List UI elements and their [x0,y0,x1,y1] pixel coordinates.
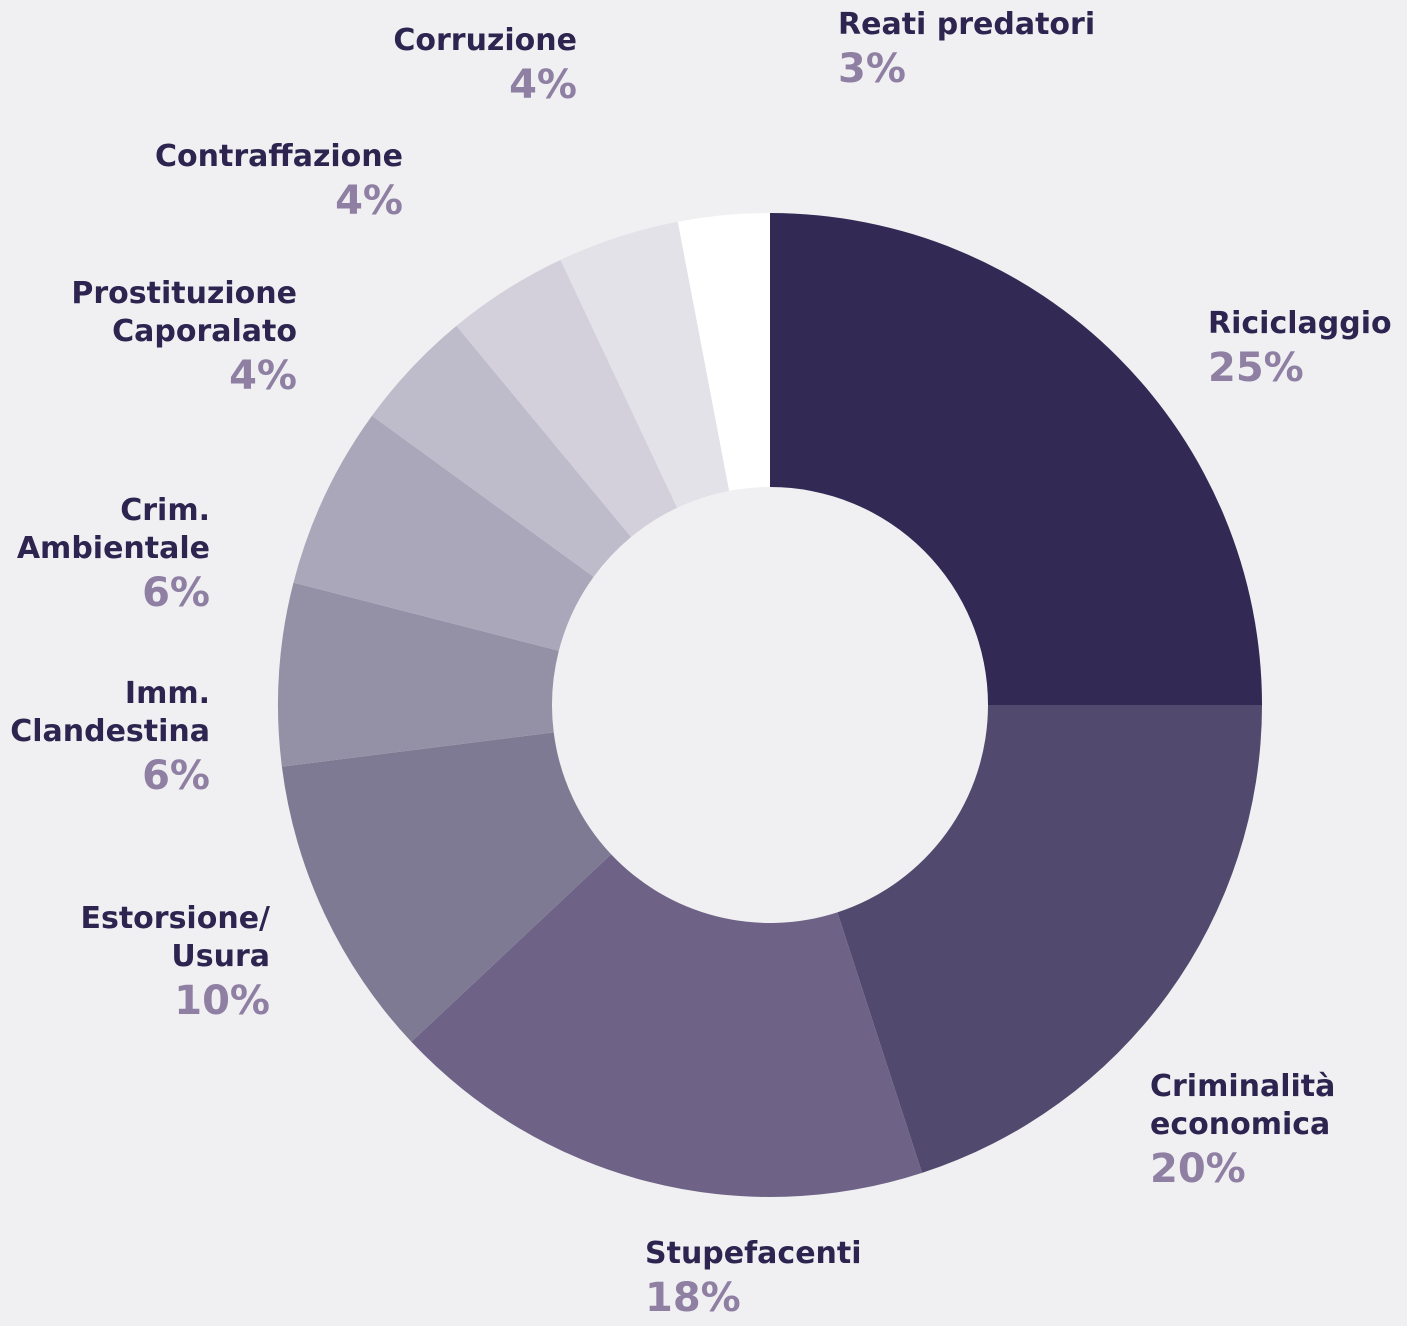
value-label: 6% [17,568,210,618]
value-label: 10% [80,976,270,1026]
value-label: 4% [393,60,577,110]
category-name: Reati predatori [838,6,1095,44]
value-label: 4% [71,351,297,401]
category-name: Prostituzione Caporalato [71,275,297,351]
value-label: 18% [645,1273,862,1323]
value-label: 20% [1150,1144,1335,1194]
category-name: Stupefacenti [645,1235,862,1273]
category-name: Crim. Ambientale [17,492,210,568]
donut-slice [770,213,1262,705]
value-label: 6% [10,751,210,801]
value-label: 4% [155,176,403,226]
category-name: Contraffazione [155,138,403,176]
category-name: Imm. Clandestina [10,675,210,751]
category-name: Criminalità economica [1150,1068,1335,1144]
value-label: 25% [1208,343,1392,393]
chart: Riciclaggio25% Criminalità economica20% St… [0,0,1407,1326]
category-name: Estorsione/ Usura [80,900,270,976]
category-name: Riciclaggio [1208,305,1392,343]
value-label: 3% [838,44,1095,94]
category-name: Corruzione [393,22,577,60]
